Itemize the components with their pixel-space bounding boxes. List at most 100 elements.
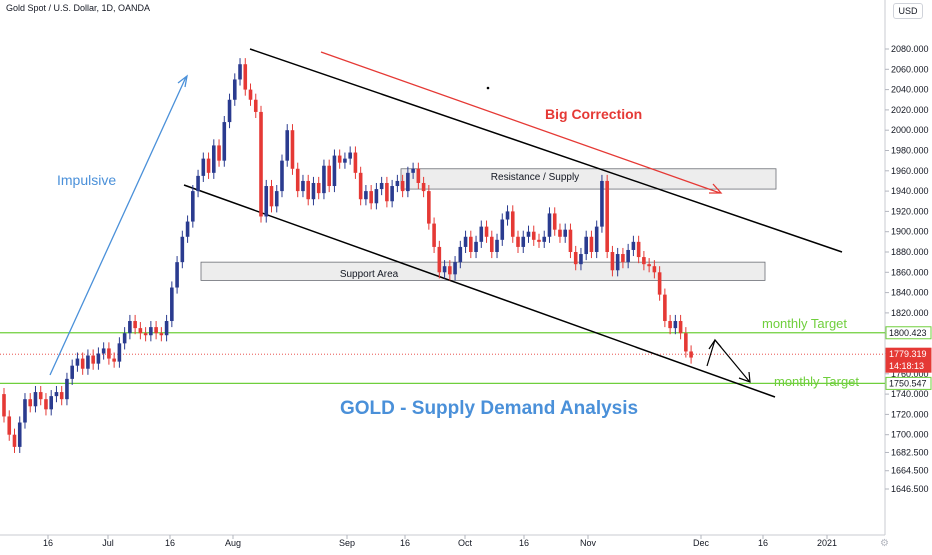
projection-down-arrowhead <box>738 371 751 383</box>
candle-up <box>201 158 206 176</box>
candle-up <box>227 99 232 123</box>
candle-down <box>91 355 95 364</box>
candle-down <box>558 229 562 237</box>
channel-lower-line <box>183 184 776 398</box>
x-tick-label: 16 <box>519 538 529 548</box>
candle-up <box>101 348 106 354</box>
candle-up <box>149 327 153 336</box>
candle-up <box>311 182 316 200</box>
x-tick-label: 16 <box>400 538 410 548</box>
candle-down <box>353 152 358 173</box>
y-tick-label: 2080.000 <box>891 44 929 54</box>
candle-up <box>463 236 468 247</box>
x-tick-label: Nov <box>580 538 597 548</box>
candle-up <box>563 229 568 237</box>
monthly-target-lower-label: monthly Target <box>774 374 859 389</box>
x-tick-label: Dec <box>693 538 710 548</box>
y-tick-label: 1646.500 <box>891 484 929 494</box>
impulsive-arrow <box>49 76 187 376</box>
impulsive-arrowhead <box>177 74 188 88</box>
candle-down <box>689 351 693 358</box>
candle-up <box>280 160 284 192</box>
currency-badge[interactable]: USD <box>893 3 923 19</box>
candle-down <box>248 89 253 100</box>
candle-up <box>175 262 179 288</box>
big-correction-label: Big Correction <box>545 106 642 122</box>
candle-up <box>322 165 326 194</box>
candle-up <box>673 321 678 329</box>
y-tick-label: 1664.500 <box>891 466 929 476</box>
candle-down <box>531 231 536 240</box>
candle-down <box>552 213 557 230</box>
candle-down <box>678 321 683 334</box>
candle-up <box>521 236 526 247</box>
candle-up <box>232 79 237 100</box>
candle-up <box>542 236 547 242</box>
candle-down <box>369 191 373 204</box>
candle-down <box>516 236 520 247</box>
candle-up <box>390 186 394 202</box>
candle-down <box>510 211 515 237</box>
candle-down <box>269 186 274 207</box>
candle-up <box>238 64 242 80</box>
support-area-zone <box>200 261 766 281</box>
price-axis-label-box <box>885 376 932 390</box>
candle-down <box>642 257 646 265</box>
candle-down <box>107 348 111 359</box>
candle-down <box>290 130 295 169</box>
candle-down <box>138 328 143 334</box>
candle-up <box>547 213 552 237</box>
candle-up <box>285 130 290 161</box>
x-tick-label: Sep <box>339 538 355 548</box>
candle-down <box>484 226 489 237</box>
price-axis-label: 1800.423 <box>889 328 927 338</box>
candle-up <box>332 155 337 187</box>
candle-down <box>573 252 578 265</box>
x-tick-label: 16 <box>165 538 175 548</box>
candle-down <box>112 358 116 362</box>
candle-down <box>432 223 436 247</box>
x-tick-label: 16 <box>43 538 53 548</box>
y-tick-label: 1700.000 <box>891 430 929 440</box>
candle-up <box>395 180 400 187</box>
y-tick-label: 1920.000 <box>891 206 929 216</box>
correction-arrow <box>320 51 721 194</box>
candle-down <box>259 111 263 217</box>
candle-up <box>128 321 132 334</box>
price-axis-label: 1750.547 <box>889 378 927 388</box>
settings-gear-icon[interactable]: ⚙ <box>880 538 889 549</box>
candle-down <box>159 333 164 336</box>
candle-down <box>568 229 573 252</box>
candle-down <box>469 236 473 252</box>
y-tick-label: 1760.000 <box>891 369 929 379</box>
x-tick-label: Jul <box>102 538 114 548</box>
candle-up <box>264 186 269 217</box>
price-axis-label-box <box>885 359 932 373</box>
resistance-zone-label: Resistance / Supply <box>491 172 579 183</box>
candle-up <box>615 254 620 271</box>
candle-up <box>33 392 38 407</box>
y-tick-label: 1980.000 <box>891 146 929 156</box>
candle-up <box>505 211 510 220</box>
price-axis-label: 1779.319 <box>889 349 927 359</box>
candle-down <box>12 434 17 447</box>
candle-up <box>180 236 185 263</box>
candle-down <box>385 182 389 202</box>
candle-up <box>453 262 457 275</box>
candle-down <box>652 266 657 273</box>
channel-upper-line <box>249 48 843 253</box>
candle-down <box>537 239 541 242</box>
candle-up <box>170 287 174 322</box>
candle-down <box>636 241 641 258</box>
y-tick-label: 2020.000 <box>891 105 929 115</box>
candle-down <box>437 246 442 273</box>
candle-up <box>54 392 59 397</box>
candle-up <box>600 180 604 227</box>
candle-down <box>28 399 33 407</box>
candle-up <box>122 333 127 344</box>
candle-up <box>49 396 54 410</box>
candle-up <box>343 158 347 163</box>
candle-up <box>23 399 27 423</box>
